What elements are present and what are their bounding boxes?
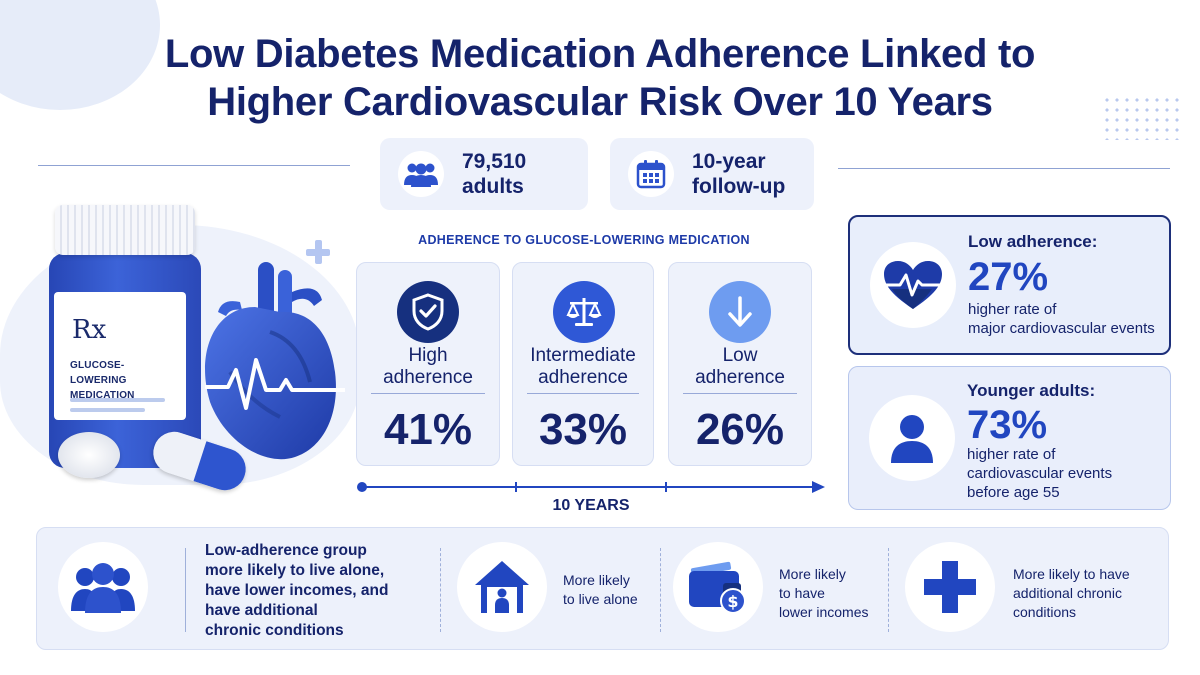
finding-younger-adults: Younger adults: 73% higher rate of cardi… — [848, 366, 1171, 510]
heart-pulse-icon — [870, 242, 956, 328]
stat-followup: 10-year follow-up — [610, 138, 814, 210]
adults-count: 79,510 — [462, 150, 527, 173]
title-line-1: Low Diabetes Medication Adherence Linked… — [164, 32, 1036, 76]
followup-duration: 10-year — [692, 150, 766, 173]
card-value: 26% — [695, 405, 785, 454]
timeline-arrow — [357, 481, 825, 493]
house-person-icon — [457, 542, 547, 632]
people-icon — [398, 151, 444, 197]
card-intermediate-adherence: Intermediate adherence 33% — [512, 262, 654, 466]
bottom-item-lower-incomes: More likely to have lower incomes — [779, 566, 869, 620]
adults-label: adults — [462, 175, 524, 198]
bottle-label-text: GLUCOSE-LOWERING MEDICATION — [70, 360, 135, 401]
wallet-dollar-icon: $ — [673, 542, 763, 632]
group-icon — [58, 542, 148, 632]
finding-heading: Younger adults: — [967, 381, 1096, 400]
rx-symbol: Rx — [72, 315, 107, 345]
svg-text:$: $ — [727, 592, 738, 611]
tablet-pill — [58, 432, 120, 478]
card-label: Low adherence — [695, 345, 785, 388]
bottom-item-chronic-conditions: More likely to have additional chronic c… — [1013, 566, 1130, 620]
title-line-2: Higher Cardiovascular Risk Over 10 Years — [207, 80, 993, 124]
finding-value: 73% — [967, 403, 1048, 447]
adherence-section-title: ADHERENCE TO GLUCOSE-LOWERING MEDICATION — [418, 233, 750, 247]
card-label: High adherence — [383, 345, 473, 388]
plus-decoration-icon — [306, 240, 330, 264]
finding-low-adherence: Low adherence: 27% higher rate of major … — [848, 215, 1171, 355]
bottle-cap — [55, 205, 195, 255]
shield-check-icon — [397, 281, 459, 343]
stat-adults: 79,510 adults — [380, 138, 588, 210]
finding-heading: Low adherence: — [968, 232, 1098, 251]
header-divider-right — [838, 168, 1170, 169]
followup-label: follow-up — [692, 175, 786, 198]
decorative-dots — [1102, 95, 1182, 140]
balance-scale-icon — [553, 281, 615, 343]
medical-cross-icon — [905, 542, 995, 632]
card-value: 41% — [383, 405, 473, 454]
card-label: Intermediate adherence — [530, 345, 636, 388]
card-low-adherence: Low adherence 26% — [668, 262, 812, 466]
anatomical-heart-icon — [205, 262, 345, 460]
bottom-item-live-alone: More likely to live alone — [563, 572, 638, 607]
arrow-down-icon — [709, 281, 771, 343]
header-divider-left — [38, 165, 350, 166]
finding-value: 27% — [968, 255, 1049, 299]
bottom-summary: Low-adherence group more likely to live … — [205, 542, 389, 639]
finding-description: higher rate of cardiovascular events bef… — [967, 446, 1113, 501]
page-title: Low Diabetes Medication Adherence Linked… — [0, 30, 1200, 126]
calendar-icon — [628, 151, 674, 197]
card-high-adherence: High adherence 41% — [356, 262, 500, 466]
card-value: 33% — [538, 405, 628, 454]
finding-description: higher rate of major cardiovascular even… — [968, 301, 1155, 337]
timeline-label: 10 YEARS — [552, 497, 630, 514]
person-icon — [869, 395, 955, 481]
